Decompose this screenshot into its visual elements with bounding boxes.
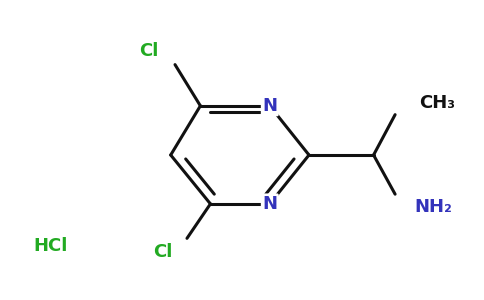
Text: HCl: HCl bbox=[33, 237, 68, 255]
Text: CH₃: CH₃ bbox=[419, 94, 455, 112]
Text: N: N bbox=[262, 97, 277, 115]
Text: Cl: Cl bbox=[153, 243, 173, 261]
Text: Cl: Cl bbox=[139, 42, 158, 60]
Text: NH₂: NH₂ bbox=[414, 198, 452, 216]
Text: N: N bbox=[262, 195, 277, 213]
